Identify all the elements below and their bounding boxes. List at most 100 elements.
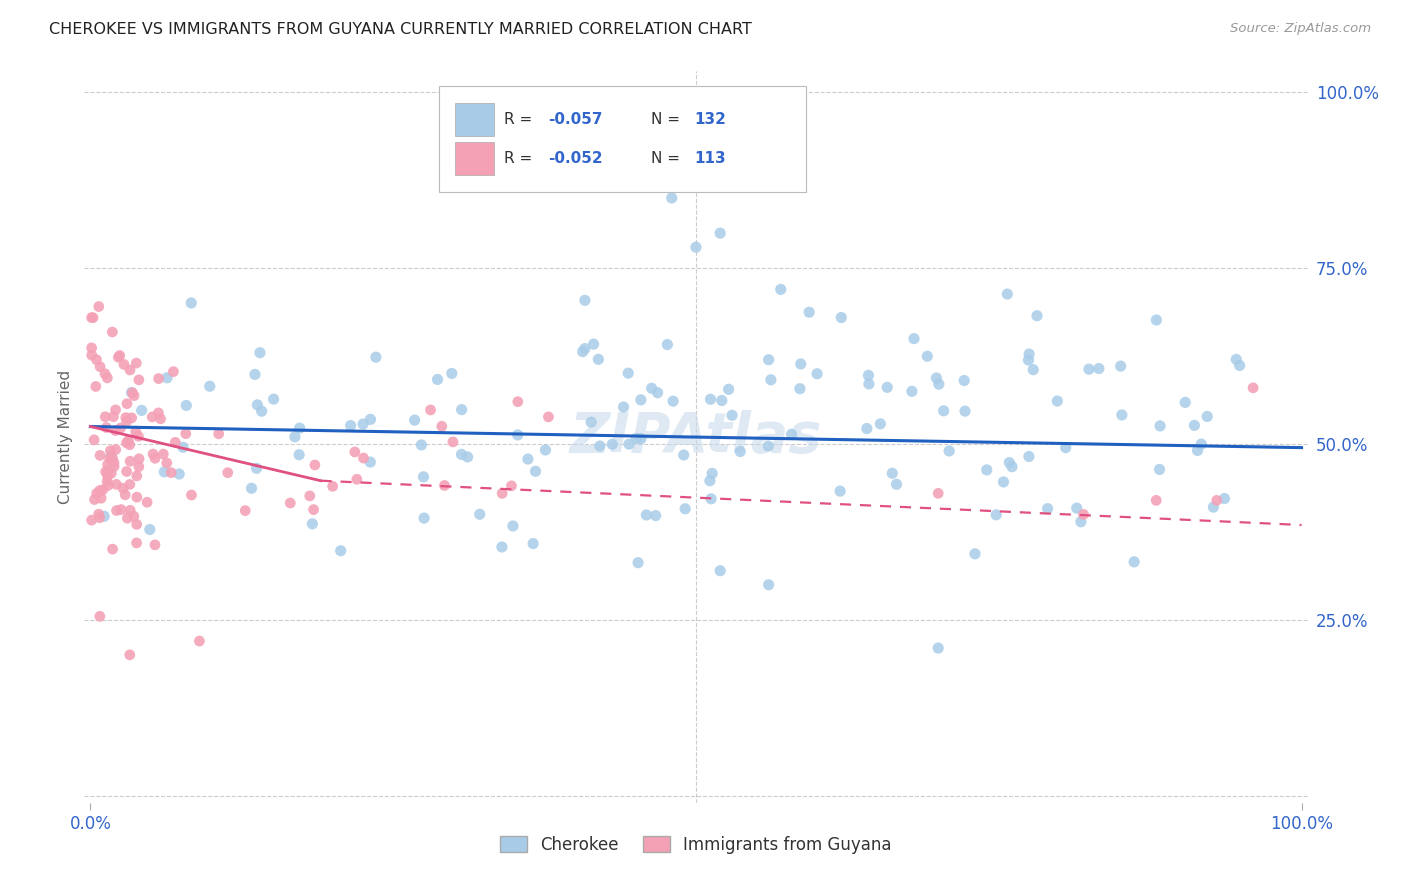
Point [165,435,187,450]
Point [100,443,122,458]
Point [993,475,1015,489]
Point [953,374,976,388]
Point [534,442,557,457]
Point [96,371,118,385]
Text: R =: R = [503,151,537,166]
Text: N =: N = [651,112,685,128]
Point [506,428,529,442]
Point [1066,501,1088,516]
Point [626,432,648,446]
Point [588,352,610,367]
Point [148,371,170,385]
Point [128,451,150,466]
Point [790,357,813,371]
Point [1241,381,1264,395]
Point [346,472,368,486]
Point [122,509,145,524]
Point [858,376,880,391]
Point [630,432,652,446]
Point [612,400,634,414]
Point [1149,462,1171,476]
Text: 132: 132 [695,112,727,128]
Point [457,450,479,464]
Point [353,451,375,466]
Point [364,350,387,364]
Point [111,481,134,495]
Point [89,510,111,524]
Point [995,287,1018,301]
Point [97,478,120,492]
Point [104,402,127,417]
Point [112,358,135,372]
Point [91,483,114,497]
FancyBboxPatch shape [456,103,494,136]
Point [103,456,125,470]
Point [709,226,731,240]
Point [208,426,231,441]
Point [662,394,685,409]
Point [128,373,150,387]
Point [284,430,307,444]
Point [1189,437,1212,451]
Point [104,442,127,457]
Point [131,403,153,417]
Point [617,366,640,380]
Point [1144,493,1167,508]
Point [89,359,111,374]
Point [114,410,136,425]
Point [830,484,852,499]
Text: R =: R = [503,112,537,128]
Point [876,380,898,394]
Point [636,508,658,522]
Point [830,310,852,325]
Text: N =: N = [651,151,685,166]
Point [240,481,263,495]
Point [115,397,138,411]
Point [1149,418,1171,433]
Point [121,385,143,400]
Point [717,382,740,396]
Point [278,496,301,510]
Point [176,399,198,413]
Point [582,337,605,351]
Point [114,488,136,502]
Point [125,490,148,504]
Point [411,438,433,452]
Y-axis label: Currently Married: Currently Married [58,370,73,504]
Text: Source: ZipAtlas.com: Source: ZipAtlas.com [1230,22,1371,36]
Point [329,543,352,558]
Point [120,503,142,517]
Point [413,511,436,525]
Text: -0.052: -0.052 [548,151,603,166]
Point [118,477,141,491]
Point [125,517,148,532]
Point [612,169,634,184]
Point [1205,493,1227,508]
Point [491,540,513,554]
Point [156,456,179,470]
Point [87,507,110,521]
Point [938,444,960,458]
Point [339,418,361,433]
Text: CHEROKEE VS IMMIGRANTS FROM GUYANA CURRENTLY MARRIED CORRELATION CHART: CHEROKEE VS IMMIGRANTS FROM GUYANA CURRE… [49,22,752,37]
Point [83,492,105,507]
Point [917,349,939,363]
Point [419,403,441,417]
Point [156,370,179,384]
Point [927,641,949,656]
Point [101,542,124,557]
Point [115,465,138,479]
Point [139,523,162,537]
Point [702,467,724,481]
Point [97,464,120,478]
Point [94,367,117,381]
Point [117,434,139,448]
Point [121,410,143,425]
Point [148,406,170,420]
Point [756,439,779,453]
Point [80,310,103,325]
Point [110,421,132,435]
Point [806,367,828,381]
Point [537,409,560,424]
Point [301,516,323,531]
